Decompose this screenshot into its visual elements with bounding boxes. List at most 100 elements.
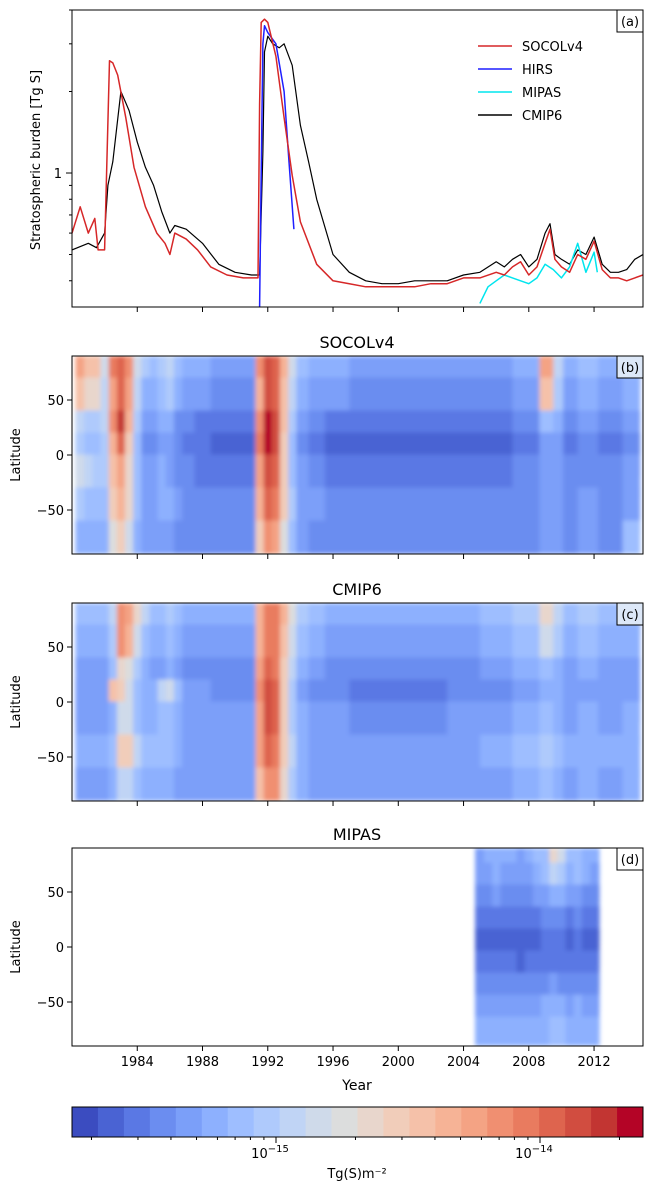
heatmap-cell [75,734,85,780]
heatmap-cell [475,1016,485,1046]
heatmap-cell [557,950,567,988]
heatmap-cell [165,454,175,500]
heatmap-cell [116,520,126,554]
heatmap-cell [516,1016,526,1046]
heatmap-cell [598,767,624,801]
heatmap-cell [565,906,575,944]
heatmap-cell [125,767,134,801]
heatmap-cell [557,862,567,900]
heatmap-cell [280,767,289,801]
panel-c: CMIP6 50 0 −50 Latitude (c) [9,580,644,806]
heatmap-cell [590,1016,600,1046]
heatmap-cell [508,906,518,944]
colorbar-swatch [435,1107,462,1137]
heatmap-cell [524,884,534,922]
heatmap-cell [125,454,134,500]
heatmap-cell [516,862,526,900]
legend: SOCOLv4 HIRS MIPAS CMIP6 [478,40,583,124]
heatmap-cell [133,487,142,533]
panel-b-title: SOCOLv4 [319,333,394,352]
panel-c-x-ticks [136,801,595,806]
heatmap-cell [133,454,142,500]
heatmap-cell [492,950,501,988]
heatmap-cell [573,972,583,1010]
colorbar-frame [71,1106,644,1138]
heatmap-cell [157,624,167,670]
panel-d-ylabel: Latitude [9,920,24,974]
heatmap-cell [182,520,195,554]
heatmap-cell [565,972,575,1010]
heatmap-cell [263,377,273,423]
heatmap-cell [271,603,281,637]
colorbar-tick-label: 10−14 [515,1144,553,1162]
heatmap-cell [263,520,273,554]
heatmap-cell [133,356,142,390]
legend-label-cmip6: CMIP6 [522,109,562,124]
heatmap-cell [549,950,558,988]
heatmap-cell [75,377,85,423]
heatmap-cell [182,767,195,801]
heatmap-cell [108,734,118,780]
heatmap-cell [125,377,134,423]
heatmap-cell [581,884,591,922]
heatmap-cell [157,603,167,637]
lat-tick-label: −50 [37,504,64,519]
heatmap-cell [308,767,326,801]
burden-tick-label: 1 [54,167,62,182]
heatmap-cell [157,487,167,533]
heatmap-cell [553,377,564,423]
colorbar-swatch [201,1107,229,1137]
heatmap-cell [75,356,85,390]
heatmap-cell [165,624,175,670]
heatmap-cell [483,906,493,944]
heatmap-cell [565,884,575,922]
heatmap-cell [174,356,183,390]
heatmap-cell [75,603,85,637]
heatmap-cell [577,767,599,801]
heatmap-cell [590,862,600,900]
heatmap-cell [125,487,134,533]
heatmap-cell [108,520,118,554]
heatmap-cell [116,377,126,423]
heatmap-cell [255,520,265,554]
burden-axis-label: Stratospheric burden [Tg S] [29,70,44,250]
heatmap-cell [557,1016,567,1046]
heatmap-cell [590,972,600,1010]
heatmap-cell [75,520,85,554]
heatmap-cell [479,767,514,801]
heatmap-cell [524,994,534,1032]
heatmap-cell [227,767,244,801]
heatmap-cell [280,487,289,533]
heatmap-cell [75,767,85,801]
heatmap-cell [133,767,142,801]
heatmap-cell [149,701,159,747]
heatmap-cell [165,701,175,747]
heatmap-cell [263,356,273,390]
heatmap-cell [157,377,167,423]
heatmap-cell [271,624,281,670]
heatmap-cell [149,603,159,637]
lat-tick-label: 50 [47,886,64,901]
heatmap-cell [479,520,514,554]
x-tick-label: 1988 [186,1055,219,1070]
heatmap-cell [500,1016,510,1046]
heatmap-cell [532,906,542,944]
heatmap-cell [288,356,297,390]
heatmap-cell [553,734,564,780]
heatmap-cell [280,624,289,670]
x-tick-label: 1992 [251,1055,284,1070]
colorbar-swatch [97,1107,125,1137]
heatmap-cell [590,994,600,1032]
heatmap-cell [475,972,485,1010]
heatmap-cell [573,994,583,1032]
heatmap-cell [573,1016,583,1046]
heatmap-cell [174,377,183,423]
heatmap-cell [524,862,534,900]
heatmap-cell [492,928,501,966]
heatmap-cell [541,884,550,922]
heatmap-cell [573,928,583,966]
panel-a-y-ticks [66,9,72,282]
panel-c-ylabel: Latitude [9,675,24,729]
heatmap-cell [92,734,102,780]
heatmap-cell [84,603,93,637]
